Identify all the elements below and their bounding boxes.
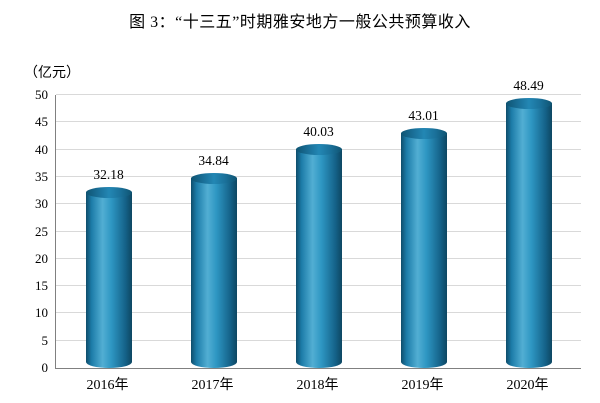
y-tick-label: 15 bbox=[35, 278, 48, 294]
x-tick-label: 2018年 bbox=[296, 378, 339, 393]
y-tick-label: 35 bbox=[35, 168, 48, 184]
gridline bbox=[56, 94, 581, 95]
y-tick-label: 45 bbox=[35, 114, 48, 130]
chart-title: 图 3：“十三五”时期雅安地方一般公共预算收入 bbox=[129, 14, 471, 31]
x-tick-label: 2020年 bbox=[506, 378, 549, 393]
bar-cap bbox=[295, 144, 342, 156]
y-tick-label: 40 bbox=[35, 141, 48, 157]
x-tick-label: 2016年 bbox=[86, 378, 129, 393]
y-tick-label: 25 bbox=[35, 223, 48, 239]
y-tick-label: 10 bbox=[35, 305, 48, 321]
bar-cap bbox=[505, 98, 552, 110]
y-axis-unit-label: （亿元） bbox=[24, 66, 80, 81]
bar bbox=[295, 144, 342, 368]
bar bbox=[505, 98, 552, 368]
y-axis: 0 5 10 15 20 25 30 35 40 45 50 bbox=[14, 87, 49, 375]
bar bbox=[85, 187, 132, 368]
bar-value-label: 48.49 bbox=[513, 78, 544, 94]
gridline bbox=[56, 121, 581, 123]
y-tick-label: 50 bbox=[35, 87, 48, 102]
x-tick-label: 2019年 bbox=[401, 378, 444, 393]
x-axis: 2016年 2017年 2018年 2019年 2020年 bbox=[55, 374, 580, 398]
x-tick-label: 2017年 bbox=[191, 378, 234, 393]
bar bbox=[400, 128, 447, 368]
bar-cap bbox=[400, 128, 447, 140]
y-tick-label: 5 bbox=[41, 332, 49, 348]
y-tick-label: 20 bbox=[35, 250, 48, 266]
bar-cap bbox=[190, 172, 237, 184]
bar-value-label: 43.01 bbox=[408, 108, 439, 124]
plot-area: 32.18 34.84 40.03 43.01 48.49 bbox=[55, 78, 581, 369]
y-tick-label: 30 bbox=[35, 196, 48, 212]
bar bbox=[190, 172, 237, 368]
y-tick-label: 0 bbox=[41, 360, 49, 375]
bar-cap bbox=[85, 187, 132, 199]
bar-value-label: 40.03 bbox=[303, 124, 334, 140]
bar-value-label: 32.18 bbox=[93, 167, 124, 183]
bar-value-label: 34.84 bbox=[198, 152, 229, 168]
